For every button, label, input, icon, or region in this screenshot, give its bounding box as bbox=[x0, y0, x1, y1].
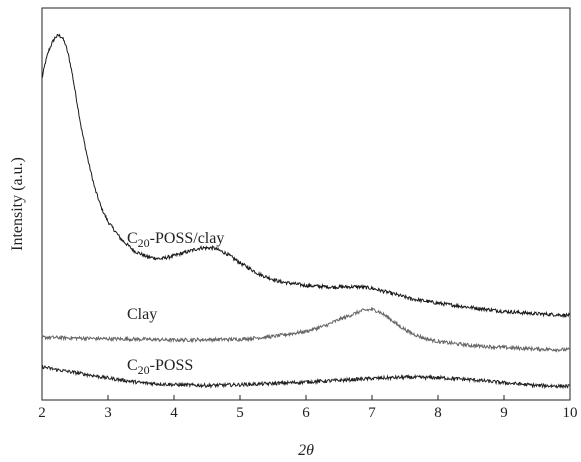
series-label-clay: Clay bbox=[127, 306, 157, 323]
x-tick-label: 6 bbox=[302, 405, 310, 421]
series-line-clay bbox=[41, 306, 571, 353]
series-line-c20-poss-clay bbox=[41, 33, 571, 319]
series-layer bbox=[41, 33, 571, 390]
x-axis-ticks: 2 3 4 5 6 7 8 9 10 bbox=[38, 395, 578, 421]
x-tick-label: 4 bbox=[170, 405, 178, 421]
series-label-c20-poss: C20-POSS bbox=[127, 357, 193, 377]
x-tick-label: 3 bbox=[104, 405, 112, 421]
x-tick-label: 8 bbox=[434, 405, 442, 421]
x-tick-label: 2 bbox=[38, 405, 46, 421]
x-tick-label: 10 bbox=[563, 405, 578, 421]
x-tick-label: 5 bbox=[236, 405, 244, 421]
plot-area bbox=[41, 7, 571, 401]
plot-frame bbox=[41, 7, 571, 401]
series-line-c20-poss bbox=[41, 364, 571, 390]
x-axis-label: 2θ bbox=[298, 442, 314, 459]
series-label-c20-poss-clay: C20-POSS/clay bbox=[127, 230, 224, 250]
x-tick-label: 9 bbox=[500, 405, 508, 421]
y-axis-label: Intensity (a.u.) bbox=[9, 157, 26, 251]
x-tick-label: 7 bbox=[368, 405, 376, 421]
